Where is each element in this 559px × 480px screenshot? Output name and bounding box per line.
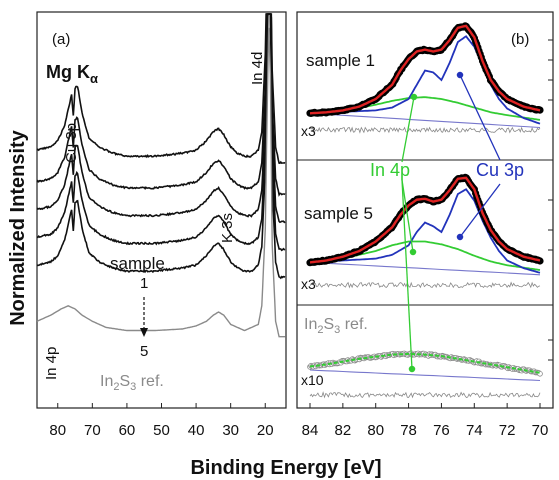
x-tick-label: 20 [257,422,274,439]
panel-a: (a) Mg Kα 80 70 60 50 40 30 20 Cu 3p K 3s In 4… [36,11,287,439]
in4p-leader-3-dot [408,365,416,373]
fit-label-cu3p: Cu 3p [476,160,524,180]
y-axis-title: Normalized Intensity [7,129,29,325]
panel-b-curves [306,22,544,399]
series-line-3 [36,13,286,224]
x-tick-label: 70 [532,422,549,439]
section-3-label: In2S3 ref. [304,316,368,336]
residual-line [309,281,541,289]
x-tick-label: 72 [499,422,516,439]
section-3-label-sub2: 3 [334,324,340,336]
cu3p-leader-2 [459,183,501,238]
x-tick-label: 60 [119,422,136,439]
section-3-residual-scale: x10 [301,372,324,388]
panel-b-label: (b) [511,31,529,48]
in4p-leader-2 [401,179,414,253]
ref-label-a-sub2: 3 [130,381,136,393]
ref-label-a-tail: ref. [136,373,164,390]
cu3p-leader-1 [459,74,501,161]
envelope-fit [309,176,541,264]
series-line-4 [36,13,286,252]
panel-a-label: (a) [52,31,70,48]
sample-last-label: 5 [140,343,148,360]
x-tick-label: 78 [400,422,417,439]
ref-label-a-sub1: 2 [113,381,119,393]
x-tick-label: 84 [302,422,319,439]
envelope-fit [309,24,541,115]
series-line-6 [36,27,286,338]
x-tick-label: 30 [222,422,239,439]
x-tick-label: 70 [84,422,101,439]
cu3p-leader-lines [456,71,501,241]
residual-line [309,391,541,399]
section-2-residual-scale: x3 [301,276,316,292]
x-tick-label: 74 [466,422,483,439]
panel-b: (b) 84 82 80 78 76 74 72 70 sample 1 x3 sample … [296,11,554,439]
section-1-label: sample 1 [306,51,375,70]
x-tick-label: 82 [335,422,352,439]
excitation-source-subscript: α [90,71,98,86]
peak-label-in4p: In 4p [43,347,60,380]
cu3p-leader-1-dot [456,71,464,79]
ref-label-a-mid: S [119,373,130,390]
sample-order-arrowhead [140,328,148,337]
section-3-label-tail: ref. [340,316,368,333]
cu3p-component [309,188,541,274]
sample-title: sample [110,254,165,273]
x-tick-label: 76 [433,422,450,439]
series-line-1 [36,13,286,165]
in4p-leader-1 [401,96,415,163]
ref-label-a-main: In [100,373,113,390]
section-3-label-mid: S [323,316,334,333]
cu3p-leader-2-dot [456,233,464,241]
background-line [309,261,541,276]
panel-b-frame [296,11,554,409]
peak-label-k3s: K 3s [219,213,236,243]
panel-b-x-ticks: 84 82 80 78 76 74 72 70 [302,39,553,439]
series-line-5 [36,13,286,280]
x-tick-label: 80 [367,422,384,439]
x-tick-label: 40 [188,422,205,439]
sample-first-label: 1 [140,275,148,292]
in4p-leader-lines [401,93,418,373]
panel-a-series [36,13,286,338]
background-line [309,112,541,129]
peak-label-cu3p: Cu 3p [63,123,80,163]
section-1-residual-scale: x3 [301,123,316,139]
excitation-source-label: Mg K [46,62,90,82]
section-3-label-main: In [304,316,317,333]
series-line-2 [36,13,286,197]
background-line [309,369,541,382]
x-axis-title: Binding Energy [eV] [190,457,381,479]
x-tick-label: 80 [49,422,66,439]
ref-label-a: In2S3 ref. [100,373,164,393]
section-3-label-sub1: 2 [317,324,323,336]
x-tick-label: 50 [153,422,170,439]
excitation-source: Mg Kα [46,62,98,86]
panel-a-x-ticks: 80 70 60 50 40 30 20 [49,403,274,439]
in4p-leader-2-dot [409,248,417,256]
in4p-leader-1-dot [410,93,418,101]
fit-label-in4p: In 4p [370,160,410,180]
residual-line [309,126,541,134]
section-2-label: sample 5 [304,204,373,223]
peak-label-in4d: In 4d [249,52,266,85]
envelope-fit [309,352,541,374]
in4p-leader-3 [401,179,413,370]
